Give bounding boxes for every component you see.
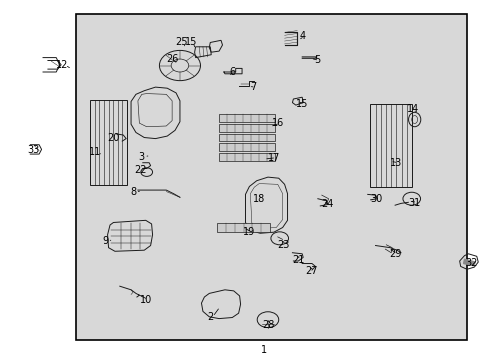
Text: 15: 15 bbox=[295, 99, 308, 109]
Text: 6: 6 bbox=[229, 67, 235, 77]
Bar bbox=[219, 143, 274, 151]
Text: 27: 27 bbox=[305, 266, 318, 276]
Bar bbox=[216, 223, 270, 232]
Text: 5: 5 bbox=[313, 55, 319, 66]
Text: 19: 19 bbox=[243, 227, 255, 237]
Text: 8: 8 bbox=[130, 186, 136, 197]
Text: 29: 29 bbox=[388, 249, 401, 259]
Text: 24: 24 bbox=[321, 199, 333, 210]
Text: 31: 31 bbox=[407, 198, 420, 208]
Bar bbox=[219, 124, 274, 132]
Text: 18: 18 bbox=[252, 194, 265, 204]
Text: 9: 9 bbox=[102, 236, 108, 246]
Text: 20: 20 bbox=[107, 132, 120, 143]
Text: 14: 14 bbox=[406, 104, 419, 114]
Text: 15: 15 bbox=[184, 37, 197, 48]
Text: 10: 10 bbox=[139, 294, 152, 305]
Text: 3: 3 bbox=[139, 152, 144, 162]
Text: 13: 13 bbox=[389, 158, 402, 168]
Text: 11: 11 bbox=[89, 147, 102, 157]
Bar bbox=[90, 100, 127, 184]
Text: 4: 4 bbox=[299, 31, 305, 41]
Bar bbox=[76, 14, 466, 340]
Text: 16: 16 bbox=[271, 118, 284, 128]
Text: 7: 7 bbox=[250, 82, 256, 92]
Polygon shape bbox=[463, 259, 474, 266]
Text: 33: 33 bbox=[27, 145, 40, 156]
Text: 21: 21 bbox=[291, 255, 304, 265]
Bar bbox=[219, 153, 274, 161]
Text: 28: 28 bbox=[261, 320, 274, 330]
Text: 23: 23 bbox=[277, 240, 289, 250]
Bar bbox=[219, 134, 274, 141]
Bar bbox=[219, 114, 274, 122]
Text: 2: 2 bbox=[207, 312, 213, 322]
Text: 32: 32 bbox=[465, 258, 477, 268]
Text: 26: 26 bbox=[165, 54, 178, 64]
Text: 12: 12 bbox=[56, 60, 69, 70]
Text: 1: 1 bbox=[261, 345, 266, 355]
Text: 22: 22 bbox=[134, 165, 147, 175]
Text: 17: 17 bbox=[267, 153, 280, 163]
Text: 25: 25 bbox=[175, 37, 188, 48]
Bar bbox=[370, 104, 411, 187]
Text: 30: 30 bbox=[369, 194, 382, 204]
